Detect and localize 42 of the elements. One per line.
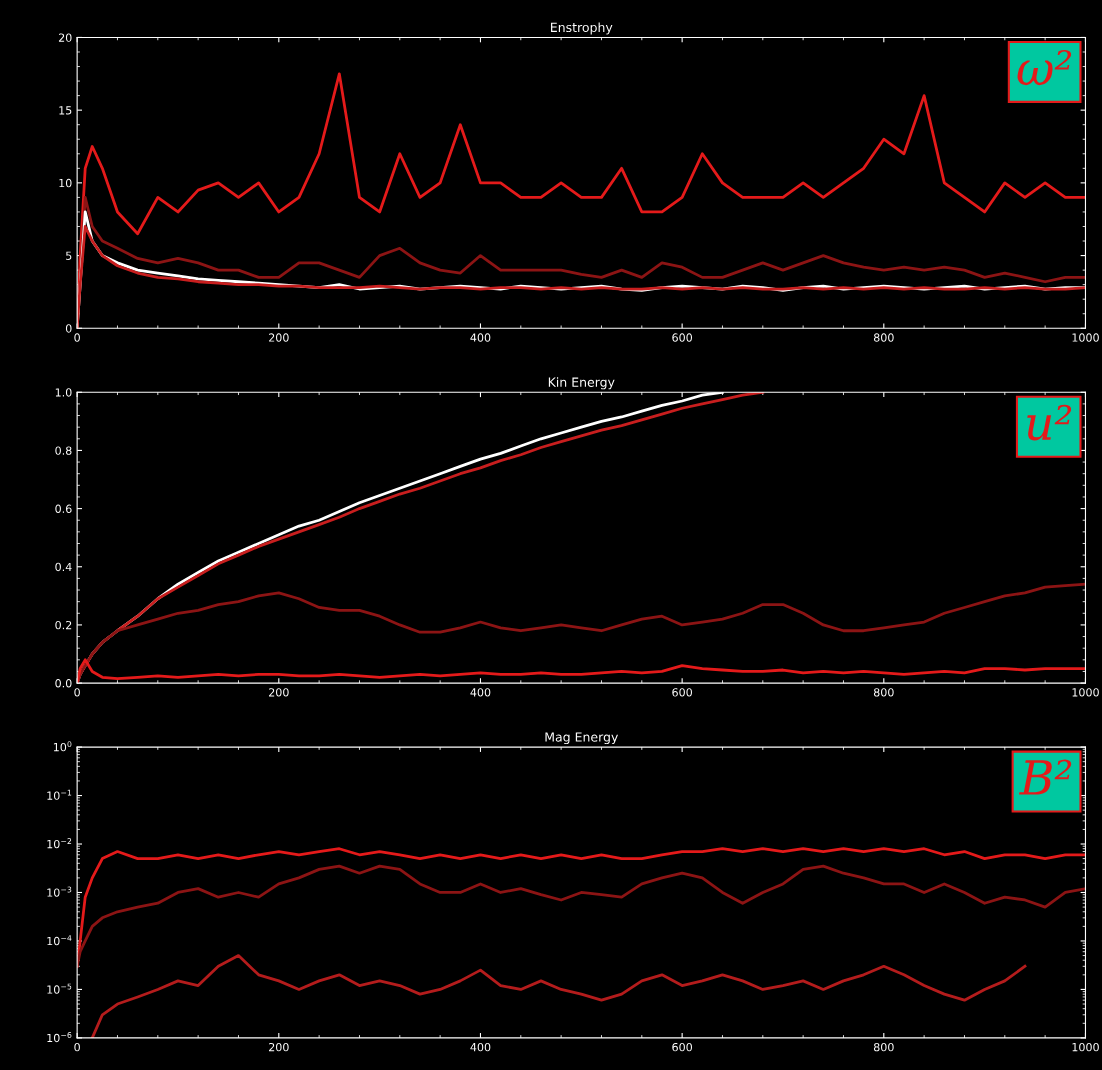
x-tick-label: 1000	[1072, 1042, 1099, 1052]
y-tick-label: 0.0	[55, 679, 72, 688]
x-tick-label: 400	[470, 333, 491, 342]
x-tick-label: 1000	[1072, 333, 1099, 342]
x-tick-label: 800	[873, 688, 894, 697]
x-tick-label: 400	[470, 1042, 491, 1052]
annotation: B²	[1019, 759, 1072, 795]
y-tick-label: 10$^{−1}$	[47, 789, 72, 800]
y-tick-label: 0	[65, 324, 72, 333]
x-tick-label: 200	[269, 333, 289, 342]
y-tick-label: 10$^{0}$	[53, 741, 72, 752]
x-tick-label: 400	[470, 688, 491, 697]
annotation: ω²	[1017, 49, 1072, 86]
x-tick-label: 0	[74, 688, 80, 697]
y-tick-label: 0.2	[55, 620, 72, 630]
y-tick-label: 1.0	[55, 388, 72, 397]
x-tick-label: 0	[74, 333, 80, 342]
x-tick-label: 200	[269, 688, 289, 697]
y-tick-label: 5	[66, 251, 72, 260]
chart-title: Mag Energy	[545, 732, 618, 745]
y-tick-label: 10	[59, 178, 72, 188]
y-tick-label: 10$^{−2}$	[47, 838, 72, 849]
y-tick-label: 10$^{−5}$	[47, 983, 72, 994]
x-tick-label: 1000	[1072, 688, 1099, 697]
annotation: u²	[1027, 404, 1072, 441]
y-tick-label: 15	[59, 106, 72, 115]
x-tick-label: 800	[873, 1042, 894, 1052]
y-tick-label: 0.6	[55, 504, 72, 513]
x-tick-label: 800	[873, 333, 894, 342]
y-tick-label: 10$^{−3}$	[47, 886, 72, 897]
y-tick-label: 10$^{−4}$	[47, 935, 72, 946]
chart-title: Kin Energy	[548, 377, 615, 390]
x-tick-label: 200	[269, 1042, 289, 1052]
x-tick-label: 600	[672, 688, 692, 697]
y-tick-label: 20	[58, 33, 72, 42]
y-tick-label: 0.8	[55, 446, 72, 455]
x-tick-label: 600	[672, 333, 692, 342]
chart-title: Enstrophy	[551, 22, 613, 35]
x-tick-label: 600	[672, 1042, 692, 1052]
y-tick-label: 10$^{−6}$	[47, 1032, 72, 1043]
x-tick-label: 0	[74, 1042, 80, 1052]
y-tick-label: 0.4	[55, 562, 72, 572]
